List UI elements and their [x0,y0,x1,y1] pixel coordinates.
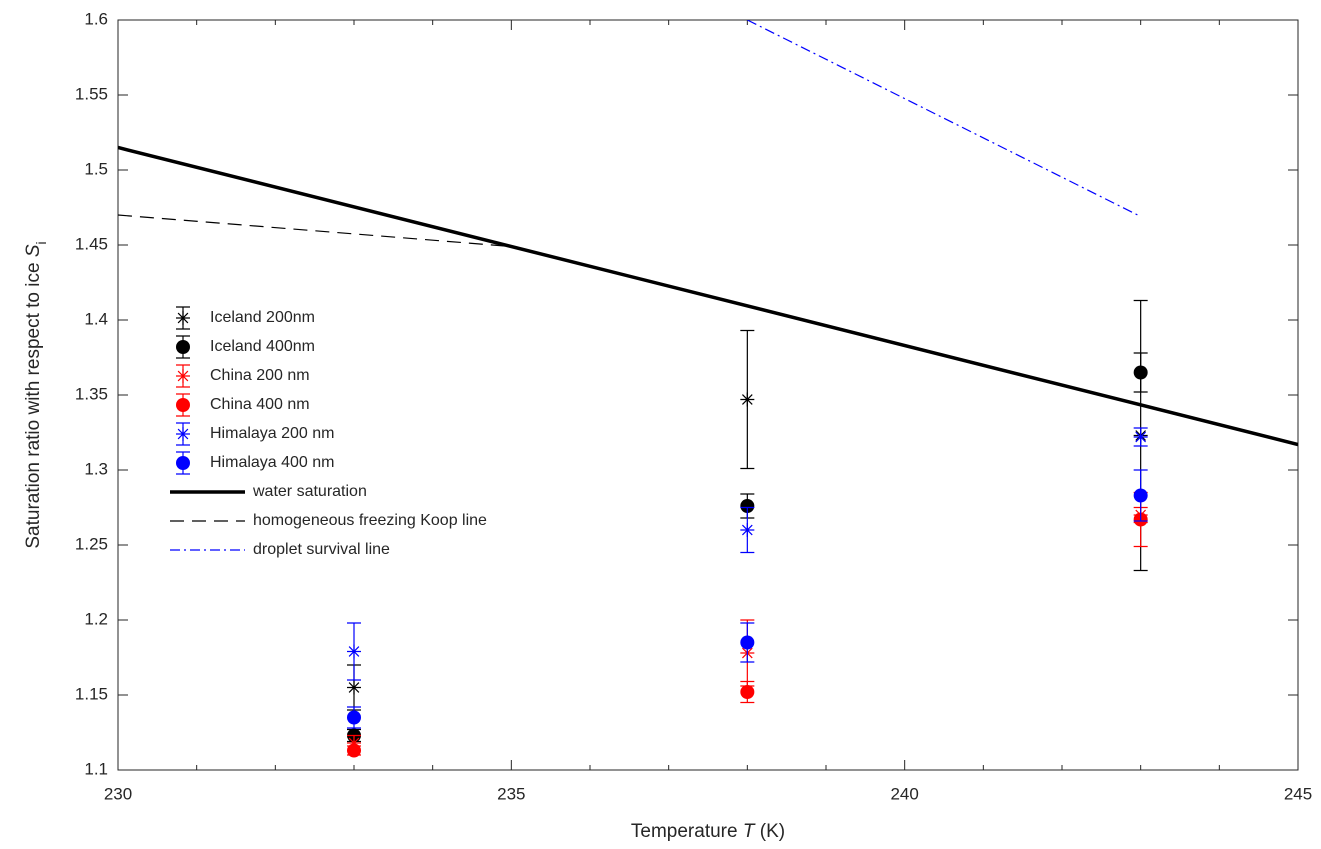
marker [347,743,361,758]
legend-label: China 400 nm [210,396,310,413]
x-axis-title: Temperature T (K) [631,821,785,842]
marker [176,398,190,412]
y-axis-title: Saturation ratio with respect to ice Si [23,241,49,548]
y-tick-label: 1.35 [75,384,108,403]
y-tick-label: 1.6 [84,9,108,28]
marker [347,680,361,695]
y-tick-label: 1.5 [84,159,108,178]
line [118,145,1298,447]
marker [740,635,755,650]
y-symbol: S [23,244,44,257]
line [747,20,1141,218]
x-label: Temperature [631,821,738,842]
marker [176,369,190,383]
y-tick-label: 1.1 [84,759,108,778]
y-tick-label: 1.4 [84,309,108,328]
legend-label: water saturation [252,483,367,500]
y-tick-label: 1.2 [84,609,108,628]
marker [1133,488,1148,503]
x-tick-label: 235 [497,784,525,803]
legend-label: Himalaya 200 nm [210,425,335,442]
x-unit: (K) [760,821,785,842]
marker [347,736,361,750]
y-tick-label: 1.45 [75,234,108,253]
marker [176,427,190,441]
legend-label: Iceland 400nm [210,338,315,355]
marker [176,311,190,325]
y-subscript: i [33,241,49,244]
x-tick-label: 245 [1284,784,1312,803]
y-tick-label: 1.25 [75,534,108,553]
legend-label: Himalaya 400 nm [210,454,335,471]
marker [1133,365,1148,380]
legend-label: China 200 nm [210,367,310,384]
marker [176,340,190,354]
marker [740,523,755,537]
x-tick-label: 230 [104,784,132,803]
marker [1133,430,1148,444]
y-tick-label: 1.15 [75,684,108,703]
plot-area [118,20,1298,758]
marker [347,710,361,725]
axes-box [117,19,1299,771]
x-tick-label: 240 [890,784,918,803]
marker [740,392,755,407]
marker [176,456,190,470]
legend: Iceland 200nm Iceland 400nm China 200 nm Ch… [170,306,487,558]
y-label: Saturation ratio with respect to ice [23,262,44,548]
y-tick-label: 1.55 [75,84,108,103]
legend-label: homogeneous freezing Koop line [253,512,487,529]
legend-label: droplet survival line [253,541,390,558]
marker [740,685,755,699]
marker [347,644,361,659]
x-symbol: T [743,821,756,842]
y-tick-label: 1.3 [84,459,108,478]
marker [740,499,755,513]
legend-label: Iceland 200nm [210,309,315,326]
